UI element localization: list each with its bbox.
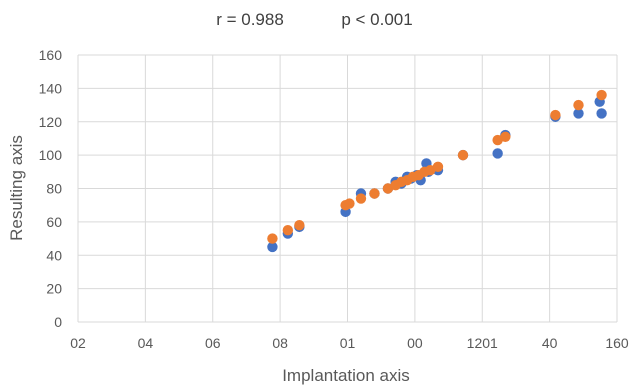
orange-data-point	[596, 89, 607, 101]
x-tick-label: 00	[407, 335, 423, 351]
x-tick-label: 01	[340, 335, 356, 351]
orange-data-point	[267, 233, 278, 244]
x-axis-ticks: 02 04 06 08 01 00 1201 40 160	[70, 335, 629, 351]
x-tick-label: 02	[70, 335, 86, 351]
y-tick-label: 40	[46, 247, 62, 263]
y-tick-label: 120	[39, 114, 63, 130]
y-axis-label: Resulting axis	[7, 135, 26, 241]
orange-data-point	[355, 193, 367, 204]
orange-data-point	[550, 109, 561, 121]
x-tick-label: 40	[542, 335, 558, 351]
y-tick-label: 160	[39, 47, 63, 63]
blue-data-point	[492, 148, 503, 159]
p-value-annotation: p < 0.001	[341, 10, 412, 29]
grid	[77, 54, 618, 323]
blue-data-point	[596, 108, 607, 119]
orange-data-point	[282, 225, 294, 236]
orange-data-point	[457, 149, 469, 161]
x-tick-label: 06	[205, 335, 221, 351]
y-axis-ticks: 0 20 40 60 80 100 120 140 160	[39, 47, 63, 330]
orange-data-point	[369, 188, 380, 199]
orange-data-point	[432, 161, 444, 173]
y-tick-label: 100	[39, 147, 63, 163]
y-tick-label: 60	[46, 214, 62, 230]
blue-data-point	[267, 241, 278, 253]
x-tick-label: 08	[272, 335, 288, 351]
y-tick-label: 20	[46, 281, 62, 297]
x-axis-label: Implantation axis	[282, 366, 410, 385]
y-tick-label: 0	[54, 314, 62, 330]
y-tick-label: 80	[46, 181, 62, 197]
correlation-annotation: r = 0.988	[216, 10, 284, 29]
orange-data-point	[500, 131, 511, 142]
x-tick-label: 04	[138, 335, 154, 351]
blue-data-point	[573, 108, 584, 119]
orange-data-point	[294, 220, 305, 231]
data-points	[267, 89, 607, 253]
x-tick-label: 1201	[467, 335, 498, 351]
x-tick-label: 160	[605, 335, 629, 351]
orange-data-point	[344, 198, 355, 209]
orange-data-point	[573, 99, 584, 111]
y-tick-label: 140	[39, 80, 63, 96]
